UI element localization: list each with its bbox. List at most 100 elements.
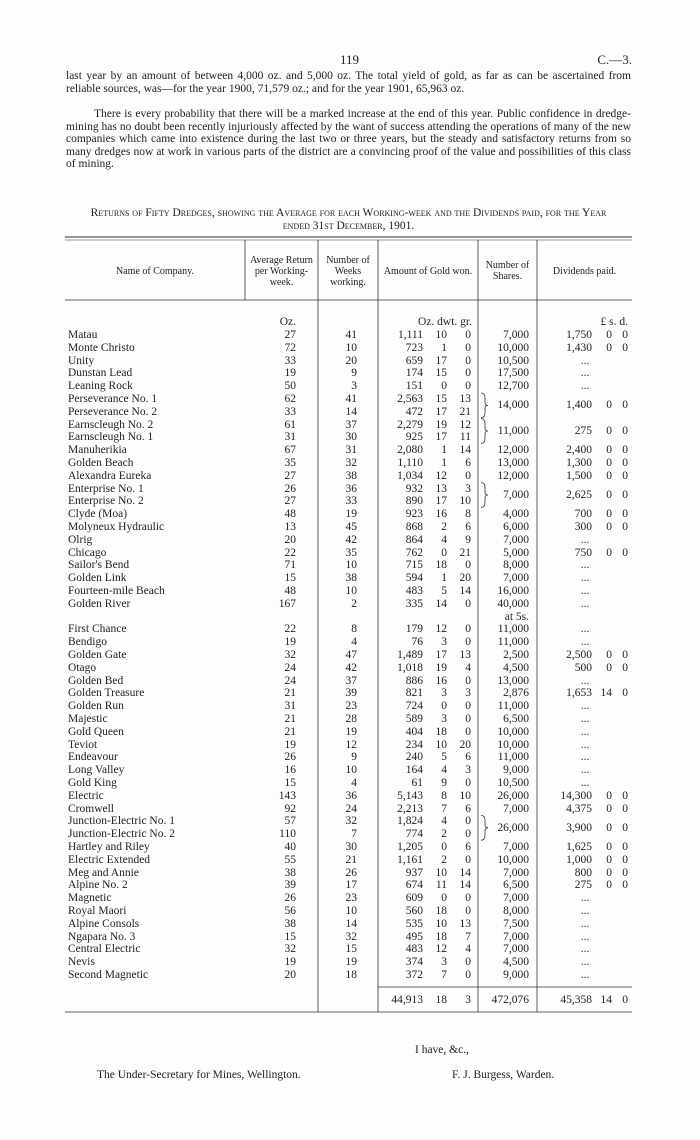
cell: 1,625	[566, 841, 592, 853]
cell: 4,000	[503, 508, 529, 521]
cell: 2,213	[397, 802, 423, 815]
cell: 10,000	[497, 738, 529, 751]
cell: 0	[622, 521, 628, 533]
cell: 47	[345, 649, 358, 661]
cell: 535	[405, 917, 423, 930]
cell: 20	[345, 354, 358, 367]
cell: 110	[279, 828, 296, 841]
cell: 42	[345, 533, 358, 546]
cell: 0	[622, 866, 628, 879]
cell: 6	[465, 521, 471, 533]
cell: 762	[405, 546, 423, 559]
cell: 3	[441, 687, 447, 700]
cell: 0	[606, 489, 612, 501]
company-name: Sailor's Bend	[68, 559, 130, 572]
company-name: Leaning Rock	[68, 380, 133, 393]
reference: C.—3.	[597, 52, 632, 67]
cell: 14,300	[560, 789, 592, 802]
cell: 20	[459, 738, 472, 751]
cell: 10	[435, 329, 448, 341]
cell: 0	[622, 546, 628, 559]
cell: 61	[284, 418, 297, 431]
company-name: Golden River	[68, 597, 131, 610]
cell: 0	[465, 700, 471, 713]
cell: 7,000	[503, 930, 529, 943]
cell: 32	[284, 649, 297, 661]
cell: 6,500	[503, 879, 529, 892]
cell: 22	[284, 623, 297, 636]
company-name: Junction-Electric No. 1	[68, 815, 175, 828]
cell: ...	[580, 559, 590, 572]
cell: 472	[405, 405, 423, 418]
cell: 11,000	[497, 425, 529, 437]
cell: 11	[459, 431, 471, 444]
cell: 4	[441, 764, 447, 777]
company-name: Nevis	[68, 956, 95, 969]
cell: 0	[465, 354, 471, 367]
company-name: Electric Extended	[68, 853, 151, 866]
cell: 774	[405, 828, 423, 841]
cell: 0	[622, 508, 628, 521]
cell: 0	[465, 828, 471, 841]
cell: 3	[465, 764, 471, 777]
company-name: Royal Maori	[68, 905, 127, 917]
cell: 10	[459, 789, 472, 802]
cell: 0	[622, 821, 628, 834]
cell: ...	[580, 738, 590, 751]
cell: 26,000	[497, 821, 529, 834]
cell: 0	[606, 841, 612, 853]
cell: 925	[405, 431, 423, 444]
cell: 3	[441, 636, 447, 649]
company-name: Majestic	[68, 713, 108, 725]
cell: 2	[441, 853, 447, 866]
cell: 335	[405, 597, 423, 610]
company-name: Bendigo	[68, 636, 107, 649]
cell: ...	[580, 725, 590, 738]
cell: 33	[284, 354, 297, 367]
column-header: Number of Shares.	[485, 260, 530, 282]
cell: 31	[284, 700, 297, 713]
cell: 0	[606, 341, 612, 354]
cell: 1	[441, 457, 447, 469]
cell: 18	[345, 969, 358, 981]
cell: 0	[465, 329, 471, 341]
column-header: Number of Weeks working.	[326, 254, 370, 288]
cell: 19	[284, 956, 297, 969]
cell: 0	[606, 821, 612, 834]
cell: 234	[405, 738, 423, 751]
cell: 26,000	[497, 789, 529, 802]
cell: 13	[435, 482, 448, 495]
company-name: Golden Run	[68, 700, 124, 713]
cell: 1,489	[397, 649, 423, 661]
cell: 7,000	[503, 489, 529, 501]
cell: 0	[441, 546, 447, 559]
cell: 0	[622, 687, 628, 700]
unit-label: Oz. dwt. gr.	[418, 316, 472, 328]
cell: 0	[441, 380, 447, 393]
paragraph: There is every probability that there wi…	[66, 108, 631, 171]
cell: 7,000	[503, 841, 529, 853]
cell: ...	[580, 751, 590, 764]
cell: 33	[284, 405, 297, 418]
cell: 17	[435, 405, 448, 418]
cell: 937	[405, 866, 423, 879]
brace	[480, 392, 489, 419]
cell: 5	[441, 751, 447, 764]
cell: 750	[574, 546, 592, 559]
cell: ...	[580, 905, 590, 917]
cell: 14,000	[497, 399, 529, 412]
cell: 1,034	[397, 469, 423, 482]
cell: 1,018	[397, 661, 423, 674]
note: at 5s.	[504, 610, 529, 623]
column-header: Dividends paid.	[552, 265, 617, 277]
cell: 0	[465, 341, 471, 354]
cell: 7,000	[503, 892, 529, 905]
cell: 14	[600, 687, 613, 700]
cell: 13,000	[497, 674, 529, 687]
cell: 5	[441, 585, 447, 597]
cell: 240	[405, 751, 423, 764]
cell: 19	[284, 738, 297, 751]
cell: 0	[606, 853, 612, 866]
cell: 1,161	[397, 853, 423, 866]
cell: 11,000	[497, 636, 529, 649]
